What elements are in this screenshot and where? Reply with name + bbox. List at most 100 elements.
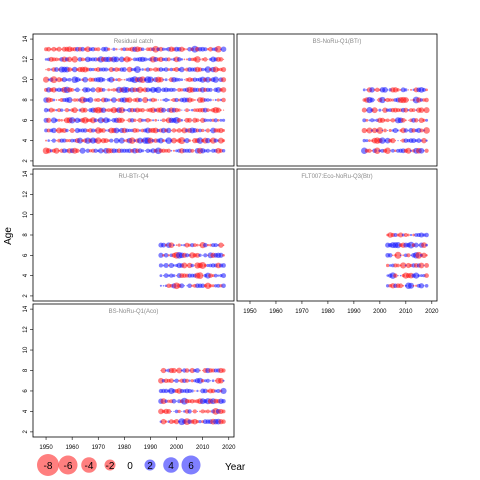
residual-bubble: [185, 378, 189, 383]
residual-bubble: [114, 67, 119, 72]
residual-bubble: [158, 77, 164, 83]
residual-bubble: [388, 98, 393, 102]
residual-bubble: [378, 108, 382, 112]
residual-bubble: [423, 285, 425, 287]
residual-bubble: [362, 118, 367, 123]
residual-bubble: [173, 410, 175, 413]
residual-bubble: [424, 232, 429, 238]
residual-bubble: [60, 108, 64, 112]
residual-bubble: [61, 127, 67, 133]
y-tick-label: 12: [23, 55, 29, 62]
residual-bubble: [222, 139, 226, 143]
residual-bubble: [209, 98, 212, 102]
residual-bubble: [394, 140, 397, 142]
residual-bubble: [190, 389, 194, 393]
residual-bubble: [404, 119, 407, 122]
residual-bubble: [75, 87, 80, 93]
residual-bubble: [87, 78, 89, 81]
residual-bubble: [169, 273, 174, 278]
residual-bubble: [215, 86, 222, 93]
x-tick-label: 1950: [39, 445, 53, 451]
residual-bubble: [187, 46, 192, 52]
residual-bubble: [162, 78, 165, 81]
bubble-layer: [158, 367, 227, 426]
residual-bubble: [166, 148, 171, 153]
residual-bubble: [398, 283, 404, 289]
residual-bubble: [220, 387, 227, 395]
residual-bubble: [203, 118, 208, 123]
residual-bubble: [190, 108, 194, 112]
residual-bubble: [64, 108, 70, 113]
residual-bubble: [222, 379, 225, 382]
residual-bubble: [148, 47, 153, 52]
residual-bubble: [210, 388, 216, 394]
residual-bubble: [362, 138, 366, 143]
residual-bubble: [168, 419, 174, 425]
x-tick-label: 1990: [347, 309, 361, 315]
residual-bubble: [158, 377, 164, 384]
residual-bubble: [202, 388, 208, 394]
residual-bubble: [365, 118, 369, 122]
residual-bubble: [110, 48, 112, 50]
residual-bubble: [190, 263, 194, 268]
residual-bubble: [168, 242, 175, 248]
residual-bubble: [107, 98, 111, 102]
residual-bubble: [368, 119, 371, 122]
residual-bubble: [369, 87, 375, 93]
residual-bubble: [71, 107, 78, 114]
residual-bubble: [181, 262, 188, 269]
bubble-layer: [158, 242, 227, 290]
residual-bubble: [218, 252, 224, 258]
residual-bubble: [163, 253, 169, 258]
residual-bubble: [425, 243, 428, 247]
residual-bubble: [165, 137, 173, 144]
residual-bubble: [209, 380, 212, 382]
residual-bubble: [145, 118, 151, 123]
residual-bubble: [180, 119, 184, 122]
residual-bubble: [51, 87, 57, 93]
residual-bubble: [46, 117, 52, 123]
residual-bubble: [157, 119, 160, 122]
residual-bubble: [394, 251, 402, 259]
residual-bubble: [44, 58, 48, 61]
residual-bubble: [140, 107, 145, 113]
residual-bubble: [400, 262, 407, 269]
residual-bubble: [221, 419, 226, 424]
residual-bubble: [96, 47, 101, 52]
residual-bubble: [204, 66, 212, 73]
residual-bubble: [141, 149, 145, 153]
residual-bubble: [77, 137, 83, 144]
residual-bubble: [146, 98, 149, 102]
residual-bubble: [160, 398, 167, 405]
residual-bubble: [399, 254, 402, 257]
residual-bubble: [104, 67, 109, 72]
residual-bubble: [366, 127, 373, 134]
residual-bubble: [117, 77, 122, 82]
panel-frame: [236, 33, 438, 167]
residual-bubble: [144, 109, 147, 111]
legend-bubble: [58, 455, 78, 475]
residual-bubble: [76, 109, 79, 112]
residual-bubble: [120, 78, 123, 81]
residual-bubble: [123, 139, 126, 142]
panel-frame: [32, 168, 235, 302]
residual-bubble: [187, 283, 192, 289]
residual-bubble: [390, 137, 396, 144]
residual-bubble: [57, 118, 61, 122]
residual-bubble: [221, 368, 226, 373]
residual-bubble: [385, 118, 390, 123]
panel-title: FLT007:Eco-NoRu-Q3(Btr): [301, 174, 372, 180]
bubble-layer: [42, 45, 227, 155]
residual-bubble: [183, 285, 186, 287]
residual-bubble: [168, 262, 174, 269]
residual-bubble: [166, 127, 172, 134]
residual-bubble: [187, 117, 193, 123]
residual-bubble: [163, 388, 169, 394]
residual-bubble: [115, 48, 118, 51]
residual-bubble: [200, 379, 205, 383]
residual-bubble: [188, 139, 191, 142]
residual-bubble: [66, 96, 73, 104]
panel-title: Residual catch: [114, 39, 153, 45]
residual-bubble: [171, 128, 177, 133]
residual-bubble: [206, 98, 210, 102]
